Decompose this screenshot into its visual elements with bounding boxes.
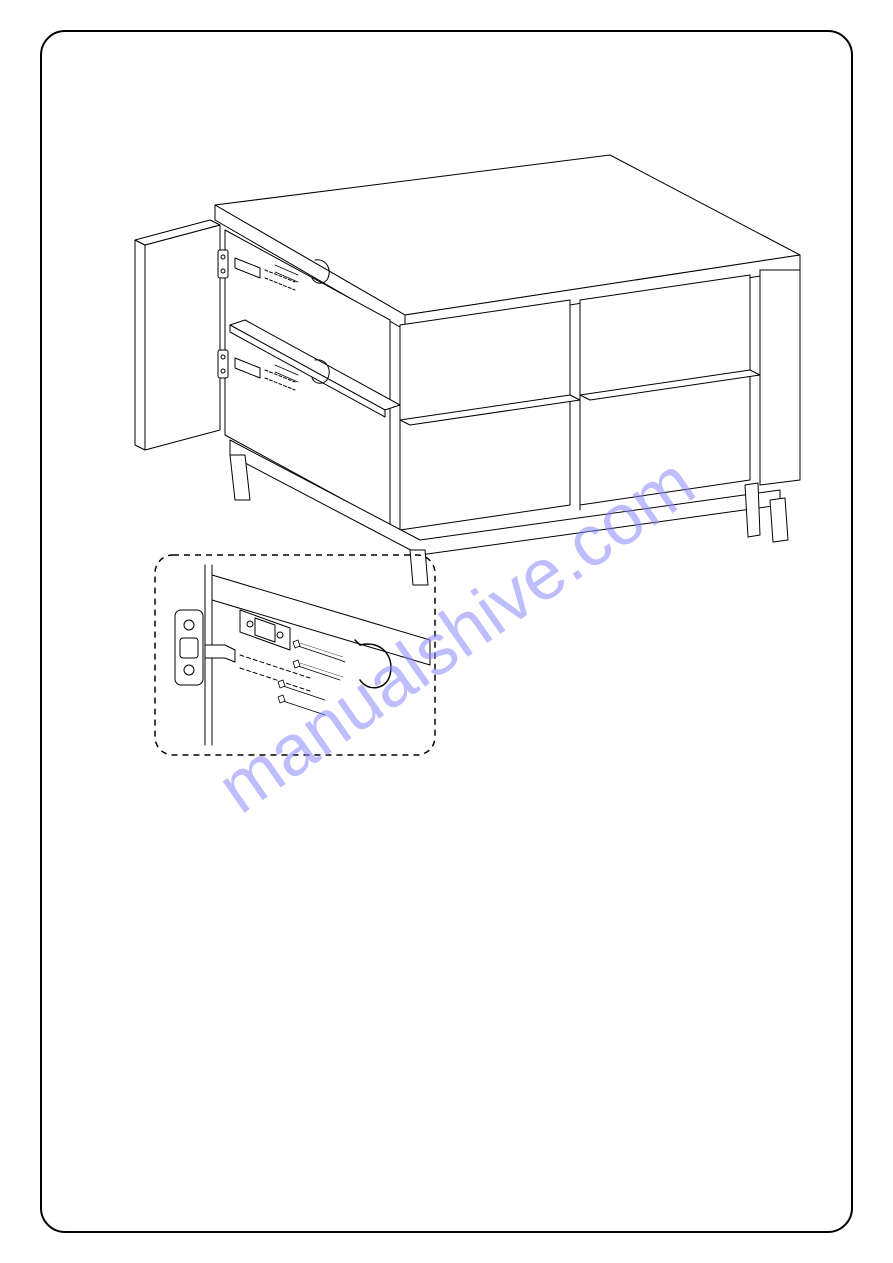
cabinet-assembly-diagram: [80, 140, 810, 600]
hinge-detail-callout: [150, 550, 440, 760]
